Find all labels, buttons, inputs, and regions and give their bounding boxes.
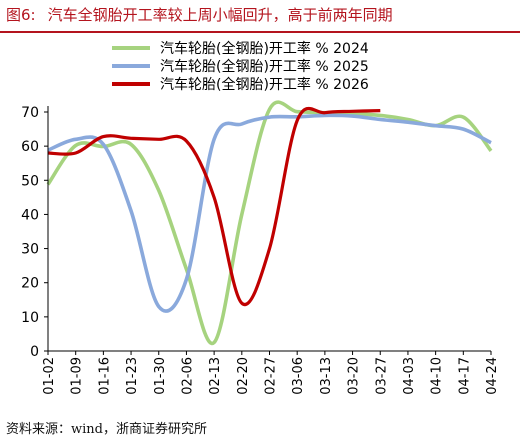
x-tick-label: 03-06 [291,357,306,395]
y-tick-label: 40 [21,207,39,223]
source-note: 资料来源：wind，浙商证券研究所 [6,422,207,437]
x-tick-label: 04-24 [485,357,500,395]
series-layer [46,100,493,346]
axis-layer: 0 10 20 30 40 50 60 70 01-02 01-09 01-16 01-23 01-30… [21,105,500,395]
title-divider [0,31,520,33]
x-tick-label: 03-20 [347,357,362,395]
x-tick-label: 04-17 [457,357,472,395]
x-tick-label: 01-16 [97,357,112,395]
legend-label-2: 汽车轮胎(全钢胎)开工率 % 2026 [160,76,369,93]
series-line-0 [46,100,493,346]
x-tick-label: 03-27 [374,357,389,395]
legend-label-1: 汽车轮胎(全钢胎)开工率 % 2025 [160,58,369,75]
x-tick-label: 02-20 [236,357,251,395]
x-tick-label: 04-10 [430,357,445,395]
x-tick-label: 04-03 [402,357,417,395]
figure-label: 图6: [6,6,36,24]
y-tick-label: 70 [21,105,39,121]
x-tick-label: 01-23 [125,357,140,395]
x-tick-label: 01-09 [70,357,85,395]
x-tick-label: 01-02 [42,357,57,395]
x-tick-label: 01-30 [153,357,168,395]
series-line-1 [47,113,492,313]
y-tick-label: 20 [21,276,39,292]
x-tick-label: 02-27 [264,357,279,395]
series-line-2 [47,106,381,307]
y-tick-label: 50 [21,173,39,189]
x-tick-label: 02-13 [208,357,223,395]
x-tick-label: 02-06 [180,357,195,395]
y-tick-label: 0 [30,344,39,360]
y-tick-label: 10 [21,310,39,326]
x-tick-label: 03-13 [319,357,334,395]
figure-title-text: 汽车全钢胎开工率较上周小幅回升，高于前两年同期 [47,6,393,24]
y-tick-label: 30 [21,242,39,258]
legend-label-0: 汽车轮胎(全钢胎)开工率 % 2024 [160,40,369,57]
y-tick-label: 60 [21,139,39,155]
chart-title: 图6: 汽车全钢胎开工率较上周小幅回升，高于前两年同期 [0,2,520,30]
